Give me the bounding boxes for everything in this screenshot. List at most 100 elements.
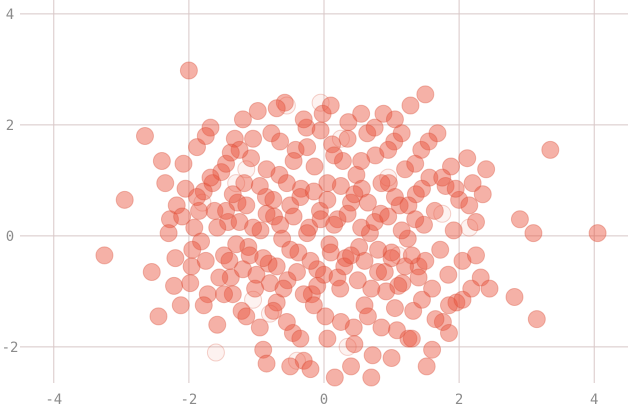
data-point bbox=[223, 185, 242, 204]
data-point bbox=[389, 276, 408, 295]
data-point bbox=[232, 301, 251, 320]
data-point bbox=[246, 279, 265, 298]
data-point bbox=[382, 249, 401, 268]
data-point bbox=[406, 210, 425, 229]
data-point bbox=[321, 243, 340, 262]
data-point bbox=[362, 368, 381, 387]
data-point bbox=[237, 160, 256, 179]
data-point bbox=[208, 218, 227, 237]
data-point bbox=[311, 121, 330, 140]
data-point bbox=[321, 96, 340, 115]
data-point bbox=[294, 351, 313, 370]
data-point bbox=[325, 215, 344, 234]
data-point bbox=[425, 201, 444, 220]
data-point bbox=[315, 265, 333, 284]
data-point bbox=[371, 204, 390, 223]
data-point bbox=[387, 321, 406, 340]
data-point bbox=[208, 315, 227, 334]
data-point bbox=[363, 346, 382, 365]
data-point bbox=[392, 124, 411, 143]
data-point bbox=[333, 151, 352, 170]
data-point bbox=[210, 268, 229, 287]
data-point bbox=[412, 290, 431, 309]
data-point bbox=[187, 138, 206, 157]
data-point bbox=[433, 204, 452, 223]
data-point bbox=[215, 246, 234, 265]
data-point bbox=[301, 251, 320, 270]
data-point bbox=[398, 229, 417, 248]
data-point bbox=[242, 149, 261, 168]
data-point bbox=[267, 257, 286, 276]
data-point bbox=[369, 262, 388, 281]
data-point bbox=[308, 276, 327, 295]
data-point bbox=[308, 260, 327, 279]
data-point bbox=[167, 196, 186, 215]
data-point bbox=[379, 174, 398, 193]
data-point bbox=[297, 118, 316, 137]
data-point bbox=[267, 293, 286, 312]
data-point bbox=[450, 190, 469, 209]
data-point bbox=[233, 260, 252, 279]
data-point bbox=[203, 174, 222, 193]
data-point bbox=[318, 329, 337, 348]
data-point bbox=[284, 151, 303, 170]
data-point bbox=[409, 268, 428, 287]
data-point bbox=[283, 324, 302, 343]
data-point bbox=[316, 307, 335, 326]
data-point bbox=[277, 312, 296, 331]
data-point bbox=[270, 165, 289, 184]
data-point bbox=[221, 143, 240, 162]
data-point bbox=[271, 132, 290, 151]
data-point bbox=[385, 188, 404, 207]
data-point bbox=[298, 138, 317, 157]
data-point bbox=[190, 201, 209, 220]
data-point bbox=[301, 360, 320, 379]
data-point bbox=[244, 129, 263, 148]
data-point bbox=[442, 157, 461, 176]
data-point bbox=[420, 168, 439, 187]
data-point bbox=[406, 154, 425, 173]
data-point bbox=[287, 262, 306, 281]
data-point bbox=[417, 357, 436, 376]
x-tick-label: 0 bbox=[320, 392, 328, 408]
data-point bbox=[325, 368, 344, 387]
data-point bbox=[206, 343, 225, 362]
data-point bbox=[331, 312, 350, 331]
data-point bbox=[471, 268, 490, 287]
data-point bbox=[265, 207, 284, 226]
data-point bbox=[219, 213, 238, 232]
data-point bbox=[292, 179, 311, 198]
data-point bbox=[95, 246, 114, 265]
data-point bbox=[217, 154, 236, 173]
grid-layer bbox=[20, 0, 628, 383]
data-point bbox=[382, 349, 401, 368]
points-layer bbox=[95, 61, 607, 387]
data-point bbox=[369, 240, 388, 259]
data-point bbox=[392, 221, 411, 240]
data-point bbox=[382, 243, 401, 262]
data-point bbox=[230, 140, 249, 159]
data-point bbox=[399, 196, 418, 215]
data-point bbox=[358, 193, 377, 212]
data-point bbox=[372, 174, 391, 193]
data-point bbox=[260, 304, 279, 323]
data-point bbox=[227, 174, 246, 193]
data-point bbox=[274, 279, 293, 298]
data-point bbox=[345, 335, 364, 354]
data-point bbox=[453, 290, 472, 309]
data-point bbox=[277, 174, 296, 193]
data-point bbox=[431, 240, 450, 259]
data-point bbox=[374, 104, 393, 123]
data-point bbox=[185, 218, 204, 237]
data-point bbox=[248, 102, 267, 121]
data-point bbox=[366, 146, 385, 165]
data-point bbox=[227, 235, 246, 254]
y-tick-label: 2 bbox=[6, 118, 14, 134]
data-point bbox=[289, 243, 308, 262]
data-point bbox=[335, 257, 354, 276]
data-point bbox=[135, 126, 154, 145]
data-point bbox=[344, 318, 363, 337]
data-point bbox=[320, 235, 339, 254]
data-point bbox=[230, 213, 249, 232]
